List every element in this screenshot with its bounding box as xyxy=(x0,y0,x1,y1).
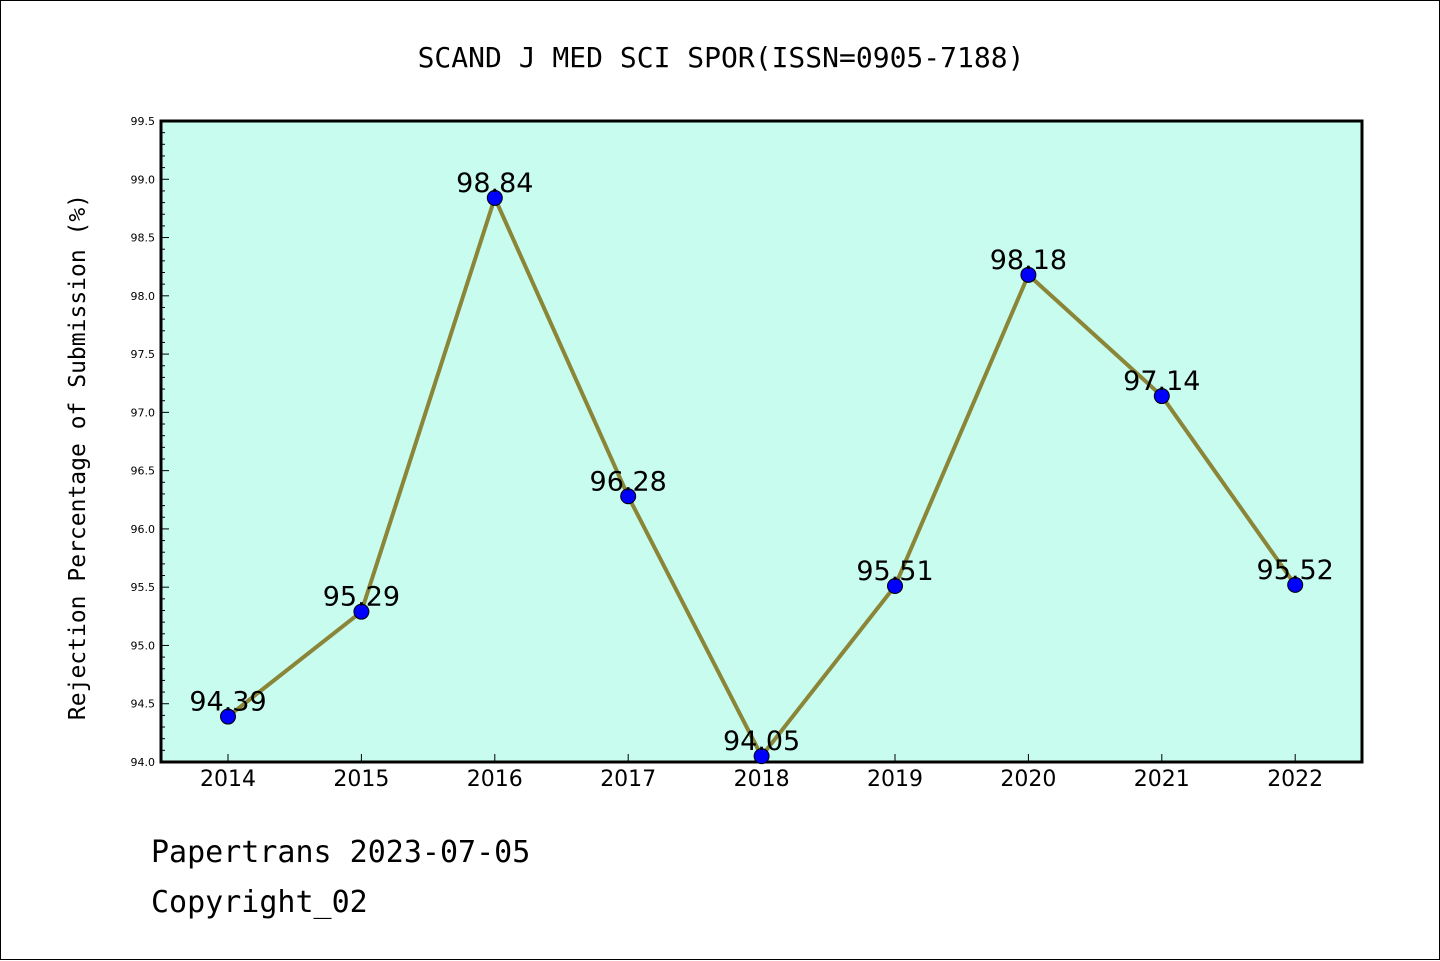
y-tick-label: 97.5 xyxy=(131,348,156,361)
data-label: 98.18 xyxy=(990,245,1067,276)
data-label: 97.14 xyxy=(1123,366,1200,397)
y-tick-label: 98.0 xyxy=(131,290,156,303)
y-tick-label: 94.0 xyxy=(131,756,156,769)
data-points xyxy=(220,189,1304,765)
data-point xyxy=(1153,388,1170,405)
plot-area xyxy=(159,119,1364,764)
data-point xyxy=(486,189,503,206)
footer-copyright: Copyright_02 xyxy=(151,885,368,920)
x-tick-label: 2015 xyxy=(333,767,389,792)
data-label: 98.84 xyxy=(456,168,533,199)
y-axis-label: Rejection Percentage of Submission (%) xyxy=(65,194,91,720)
data-label: 95.51 xyxy=(856,556,933,587)
x-tick-label: 2014 xyxy=(200,767,256,792)
data-point xyxy=(353,603,370,620)
data-label: 96.28 xyxy=(590,466,667,497)
y-tick-label: 96.5 xyxy=(131,465,156,478)
data-label: 94.39 xyxy=(189,687,266,718)
data-point xyxy=(887,578,903,595)
data-point xyxy=(1287,576,1304,593)
y-tick-label: 95.5 xyxy=(131,581,156,594)
x-tick-label: 2018 xyxy=(734,767,790,792)
x-tick-label: 2021 xyxy=(1134,767,1190,792)
chart-title: SCAND J MED SCI SPOR(ISSN=0905-7188) xyxy=(418,41,1025,74)
x-tick-label: 2016 xyxy=(467,767,523,792)
footer-source: Papertrans 2023-07-05 xyxy=(151,835,531,870)
x-tick-label: 2022 xyxy=(1267,767,1323,792)
data-label: 95.52 xyxy=(1257,555,1334,586)
y-tick-label: 98.5 xyxy=(131,232,156,245)
y-tick-label: 99.5 xyxy=(131,115,156,128)
y-axis: 94.0 94.5 95.0 95.5 96.0 96.5 97.0 97.5 98.0 98.5… xyxy=(131,115,169,769)
x-tick-label: 2019 xyxy=(867,767,923,792)
y-tick-label: 95.0 xyxy=(131,639,156,652)
y-tick-label: 99.0 xyxy=(131,173,156,186)
data-label: 95.29 xyxy=(323,582,400,613)
data-point xyxy=(753,748,770,765)
data-point xyxy=(1020,266,1037,283)
x-axis: 2014 2015 2016 2017 2018 2019 2020 2021 2022 xyxy=(200,754,1323,792)
y-tick-label: 94.5 xyxy=(131,698,156,711)
x-tick-label: 2017 xyxy=(600,767,656,792)
data-labels: 94.39 95.29 98.84 96.28 94.05 95.51 98.18 97.14… xyxy=(189,168,1333,757)
x-tick-label: 2020 xyxy=(1000,767,1056,792)
data-label: 94.05 xyxy=(723,726,800,757)
data-point xyxy=(220,708,236,725)
y-tick-label: 96.0 xyxy=(131,523,156,536)
y-tick-label: 97.0 xyxy=(131,406,156,419)
data-point xyxy=(620,488,637,505)
